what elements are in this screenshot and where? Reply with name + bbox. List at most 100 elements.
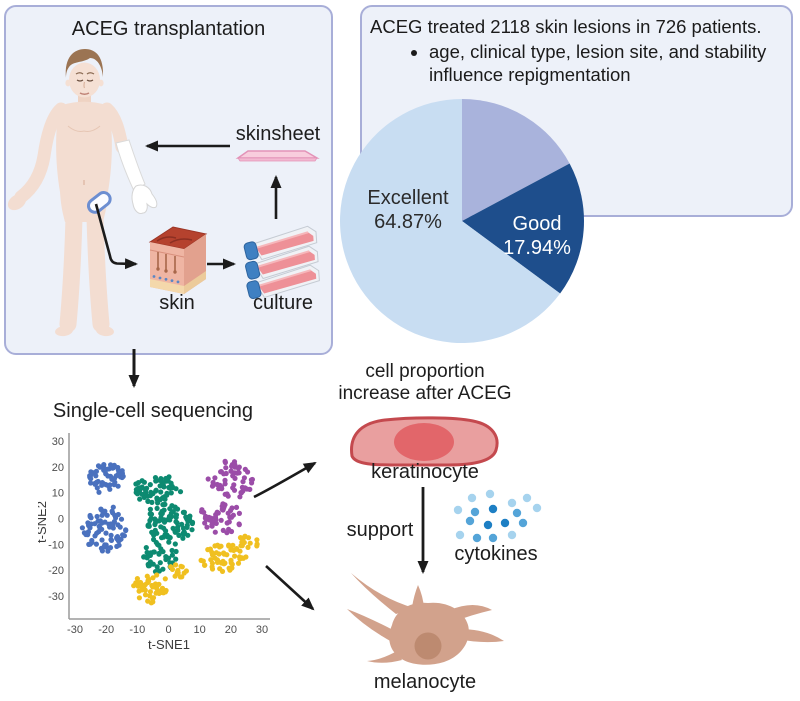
scatter-point-yellow-right: [232, 553, 238, 559]
scatter-point-purple-right: [236, 522, 242, 528]
pie-label-excellent: Excellent 64.87%: [352, 186, 464, 234]
scatter-point-blue-mid-left: [99, 526, 105, 532]
scatter-point-green-center: [143, 487, 149, 493]
cytokine-dot: [453, 505, 463, 515]
scatter-point-green-center: [144, 555, 150, 561]
transplantation-panel-title: ACEG transplantation: [71, 18, 266, 40]
cytokine-dot: [485, 489, 495, 499]
scatter-point-green-center: [145, 498, 151, 504]
scatter-point-green-center: [160, 481, 166, 487]
svg-text:-30: -30: [67, 624, 83, 636]
scatter-point-green-center: [154, 505, 160, 511]
scatter-point-green-center: [159, 535, 165, 541]
scatter-point-yellow-bottom: [173, 562, 179, 568]
scatter-point-yellow-right: [220, 558, 226, 564]
proportion-note: cell proportion increase after ACEG: [315, 361, 535, 405]
scatter-point-blue-mid-left: [110, 504, 116, 510]
scatter-point-yellow-right: [209, 564, 215, 570]
scatter-point-blue-upper-left: [107, 482, 113, 488]
scatter-point-yellow-bottom: [136, 595, 142, 601]
scatter-point-yellow-bottom: [147, 589, 153, 595]
scatter-point-yellow-bottom: [179, 574, 185, 580]
scatter-point-yellow-right: [254, 543, 260, 549]
scatter-point-yellow-bottom: [172, 573, 178, 579]
keratinocyte-label: keratinocyte: [371, 461, 479, 483]
scatter-point-green-center: [150, 530, 156, 536]
cytokine-dot: [472, 533, 482, 543]
scatter-point-purple-right: [232, 475, 238, 481]
scatter-point-yellow-bottom: [162, 576, 168, 582]
scatter-point-green-center: [152, 475, 159, 481]
scatter-point-blue-mid-left: [85, 520, 91, 526]
scatter-point-green-center: [161, 507, 167, 513]
scatter-point-blue-upper-left: [115, 464, 121, 471]
scatter-point-blue-upper-left: [92, 481, 98, 487]
scatter-point-purple-right: [225, 510, 231, 516]
scatter-point-green-center: [175, 524, 181, 530]
scatter-point-green-center: [157, 560, 163, 566]
sequencing-title: Single-cell sequencing: [52, 400, 254, 422]
cytokines-label: cytokines: [454, 543, 538, 565]
scatter-point-yellow-bottom: [159, 589, 165, 595]
scatter-point-purple-right: [245, 469, 251, 475]
scatter-point-blue-mid-left: [102, 508, 108, 514]
scatter-point-blue-upper-left: [112, 479, 118, 485]
scatter-point-purple-right: [209, 521, 215, 527]
cytokine-dot: [488, 504, 498, 514]
scatter-point-purple-right: [220, 501, 226, 507]
scatter-point-green-center: [143, 545, 149, 551]
scatter-point-blue-mid-left: [93, 541, 99, 547]
scatter-point-purple-right: [212, 529, 218, 535]
scatter-point-green-center: [156, 550, 162, 557]
scatter-point-yellow-bottom: [181, 570, 187, 576]
svg-text:10: 10: [194, 624, 206, 636]
svg-text:-10: -10: [48, 539, 64, 551]
scatter-point-purple-right: [233, 504, 240, 510]
outcomes-bullet-list: age, clinical type, lesion site, and sta…: [370, 41, 783, 86]
pie-label-good: Good 17.94%: [487, 212, 587, 260]
scatter-point-green-center: [167, 517, 173, 523]
scatter-point-blue-upper-left: [93, 468, 99, 474]
skin-label: skin: [159, 292, 195, 314]
scatter-point-purple-right: [212, 475, 218, 481]
scatter-point-yellow-right: [239, 555, 245, 561]
scatter-point-green-center: [177, 489, 184, 495]
scatter-point-purple-right: [224, 530, 230, 536]
scatter-point-green-center: [163, 554, 169, 560]
scatter-point-green-center: [146, 522, 152, 528]
scatter-point-green-center: [173, 556, 179, 562]
skinsheet-label: skinsheet: [235, 123, 321, 145]
scatter-point-green-center: [187, 513, 193, 519]
scatter-point-blue-upper-left: [107, 486, 113, 492]
scatter-point-blue-upper-left: [97, 464, 103, 470]
scatter-point-purple-right: [222, 477, 228, 483]
scatter-point-green-center: [156, 568, 162, 574]
scatter-point-blue-upper-left: [88, 472, 94, 478]
scatter-point-green-center: [153, 519, 159, 525]
scatter-point-yellow-right: [212, 555, 218, 561]
arrow-patient-to-skin-icon: [94, 203, 138, 270]
scatter-point-purple-right: [230, 485, 236, 491]
scatter-point-green-center: [173, 548, 179, 555]
scatter-point-green-center: [172, 528, 178, 534]
scatter-point-yellow-right: [247, 540, 253, 546]
scatter-point-green-center: [139, 491, 145, 497]
scatter-point-yellow-right: [221, 551, 227, 557]
cytokine-dot: [488, 533, 498, 543]
scatter-point-blue-mid-left: [94, 513, 100, 520]
scatter-point-yellow-right: [245, 544, 251, 550]
scatter-point-green-center: [173, 519, 179, 525]
scatter-point-green-center: [153, 539, 159, 546]
outcomes-bullet-line1: age, clinical type, lesion site, and sta…: [429, 41, 767, 62]
svg-text:10: 10: [52, 488, 64, 500]
scatter-point-green-center: [173, 486, 179, 492]
cytokine-dot: [507, 498, 517, 508]
scatter-point-green-center: [149, 499, 155, 505]
scatter-point-purple-right: [240, 479, 246, 485]
scatter-point-yellow-right: [237, 548, 243, 554]
scatter-point-yellow-bottom: [168, 564, 174, 570]
pie-slice-excellent: [339, 98, 561, 343]
cytokines-icon: [453, 489, 542, 543]
scatter-point-blue-upper-left: [88, 480, 94, 486]
